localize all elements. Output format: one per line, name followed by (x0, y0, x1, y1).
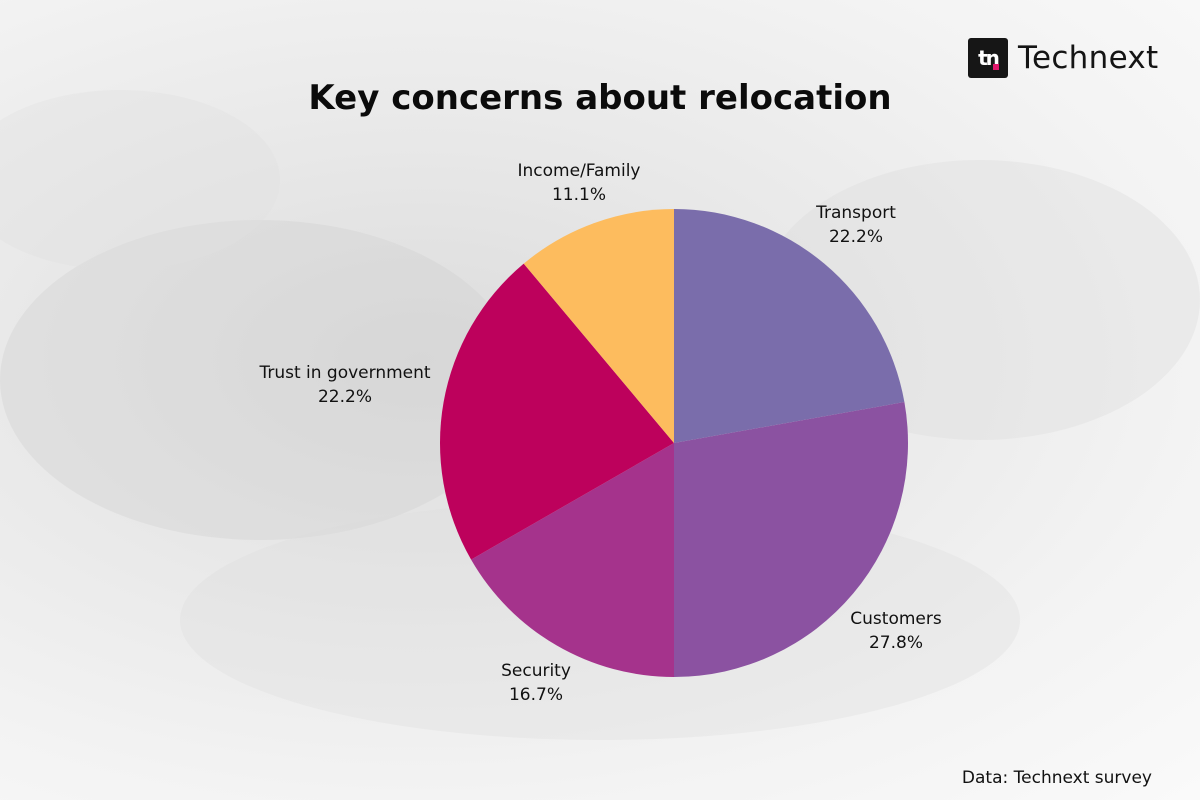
slice-label-name: Customers (850, 609, 942, 629)
chart-title: Key concerns about relocation (308, 78, 892, 118)
slice-label-security: Security 16.7% (501, 659, 571, 707)
source-note: Data: Technext survey (961, 768, 1152, 788)
slice-label-transport: Transport 22.2% (816, 201, 896, 249)
pie-slice-customers (674, 402, 909, 677)
slice-label-value: 22.2% (828, 227, 883, 247)
slice-label-customers: Customers 27.8% (850, 607, 941, 655)
slice-label-income-family: Income/Family 11.1% (518, 159, 641, 207)
brand-mark-icon: tn (968, 38, 1008, 78)
brand-mark-text: tn (978, 46, 1000, 70)
slice-label-value: 27.8% (868, 633, 923, 653)
slice-label-trust-in-government: Trust in government 22.2% (259, 361, 430, 409)
brand-name: Technext (1018, 40, 1159, 76)
pie-slice-transport (674, 209, 905, 443)
slice-label-name: Transport (816, 203, 896, 223)
slice-label-name: Income/Family (517, 161, 641, 181)
pie-slice-security (471, 443, 674, 677)
slice-label-value: 11.1% (551, 185, 607, 205)
brand-logo: tn Technext (968, 38, 1159, 78)
slice-label-name: Security (501, 661, 571, 681)
pie-slice-trust-in-government (440, 263, 674, 560)
pie-slice-income-family (523, 209, 674, 443)
slice-label-name: Trust in government (259, 363, 431, 383)
slice-label-value: 22.2% (317, 387, 372, 407)
slice-label-value: 16.7% (508, 685, 563, 705)
